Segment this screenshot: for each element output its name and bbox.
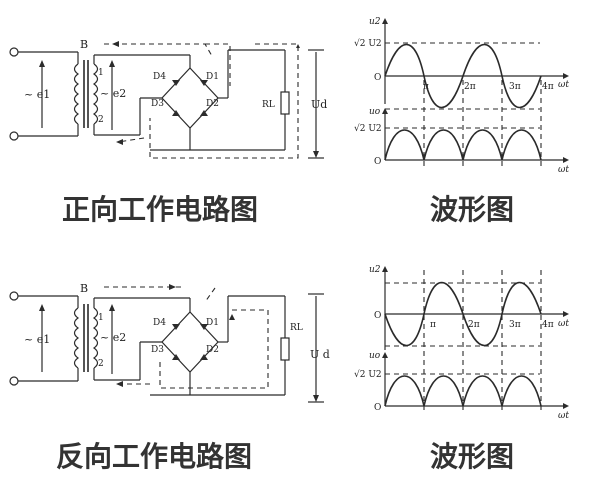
output-amplitude-label: √2 U2	[354, 123, 382, 134]
arrow-head	[382, 108, 388, 114]
transformer-label: B	[80, 282, 88, 295]
tick-2pi: 2π	[468, 320, 480, 330]
diode-d2-label: D2	[206, 345, 219, 355]
tick-3pi: 3π	[509, 320, 521, 330]
tick-pi: π	[430, 320, 436, 330]
load-label: RL	[290, 323, 303, 333]
secondary-coil	[92, 307, 99, 369]
diode-d3-label: D3	[151, 345, 164, 355]
arrow-head	[39, 60, 45, 67]
input-terminal-top	[9, 291, 19, 301]
output-axis-label: uo	[369, 351, 381, 361]
top-circuit: ~ e1 B 1 2 ~ e2 D4 D1 D3	[9, 38, 327, 159]
input-terminal-bottom	[9, 376, 19, 386]
forward-circuit-caption: 正向工作电路图	[62, 193, 258, 226]
arrow-head	[382, 266, 388, 272]
arrow-head	[382, 352, 388, 358]
input-axis-label: u2	[369, 265, 381, 275]
bottom-circuit: ~ e1 B 1 2 ~ e2 D4 D1 D3 D2	[9, 282, 330, 403]
diode-d2-label: D2	[206, 99, 219, 109]
diode-symbol	[172, 80, 208, 116]
output-axis-label: uo	[369, 107, 381, 117]
reverse-circuit-caption: 反向工作电路图	[56, 440, 252, 473]
time-axis-label: ωt	[558, 165, 569, 175]
tick-4pi: 4π	[542, 82, 554, 92]
tick-3pi: 3π	[509, 82, 521, 92]
output-label: Ud	[311, 98, 327, 111]
load-resistor	[280, 91, 290, 115]
source-label: ~ e1	[24, 333, 50, 346]
arrow-head	[313, 151, 319, 158]
input-terminal-top	[9, 47, 19, 57]
bottom-waveform: u2 O π 2π 3π 4π ωt uo √2 U2 O ωt	[354, 265, 569, 421]
output-rectified-wave	[384, 129, 542, 161]
arrow-head	[109, 60, 115, 67]
diode-symbol	[172, 324, 208, 360]
arrow-head	[112, 41, 119, 47]
primary-coil	[73, 63, 80, 125]
diode-d4-label: D4	[153, 72, 166, 82]
arrow-head	[563, 73, 569, 79]
secondary-coil	[92, 63, 99, 125]
arrow-head	[296, 44, 300, 48]
reverse-current-path	[104, 286, 269, 389]
terminal-1-label: 1	[98, 68, 104, 78]
primary-coil	[73, 307, 80, 369]
origin-label: O	[374, 403, 381, 413]
input-terminal-bottom	[9, 131, 19, 141]
load-label: RL	[262, 100, 275, 110]
source-label: ~ e1	[24, 88, 50, 101]
input-sine-wave	[384, 281, 542, 347]
time-axis-label: ωt	[558, 80, 569, 90]
top-waveform-caption: 波形图	[430, 193, 514, 226]
terminal-2-label: 2	[98, 115, 104, 125]
bottom-waveform-caption: 波形图	[430, 440, 514, 473]
origin-label: O	[374, 73, 381, 83]
origin-label: O	[374, 311, 381, 321]
load-resistor	[280, 337, 290, 361]
secondary-label: ~ e2	[100, 87, 126, 100]
terminal-1-label: 1	[98, 313, 104, 323]
arrow-head	[169, 284, 176, 290]
time-axis-label: ωt	[558, 411, 569, 421]
arrow-head	[116, 139, 123, 145]
secondary-label: ~ e2	[100, 331, 126, 344]
transformer-label: B	[80, 38, 88, 51]
input-axis-label: u2	[369, 17, 381, 27]
diode-d1-label: D1	[206, 318, 219, 328]
diode-d3-label: D3	[151, 99, 164, 109]
arrow-head	[563, 403, 569, 409]
arrow-head	[109, 304, 115, 311]
input-sine-wave	[384, 43, 542, 109]
arrow-head	[313, 395, 319, 402]
tick-2pi: 2π	[464, 82, 476, 92]
forward-current-path	[104, 43, 299, 159]
diode-d4-label: D4	[153, 318, 166, 328]
output-amplitude-label: √2 U2	[354, 369, 382, 380]
arrow-head	[563, 311, 569, 317]
arrow-head	[229, 314, 235, 320]
arrow-head	[382, 18, 388, 24]
origin-label: O	[374, 157, 381, 167]
tick-pi: π	[423, 82, 429, 92]
arrow-head	[563, 157, 569, 163]
diode-d1-label: D1	[206, 72, 219, 82]
arrow-head	[116, 381, 123, 387]
output-label: U d	[310, 348, 330, 361]
top-waveform: u2 √2 U2 O π 2π 3π 4π ωt uo √2 U2 O ωt	[354, 17, 569, 175]
terminal-2-label: 2	[98, 359, 104, 369]
arrow-head	[39, 304, 45, 311]
time-axis-label: ωt	[558, 319, 569, 329]
input-amplitude-label: √2 U2	[354, 38, 382, 49]
tick-4pi: 4π	[542, 320, 554, 330]
